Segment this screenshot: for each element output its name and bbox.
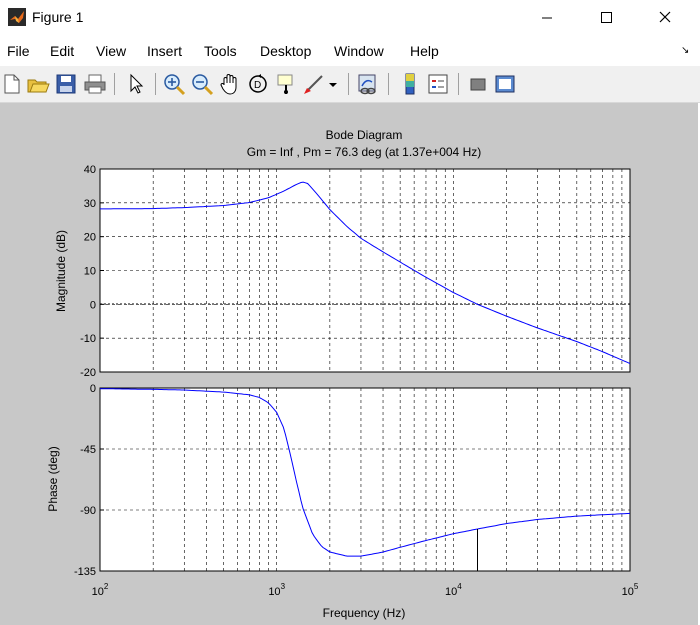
zoom-in-icon[interactable] [162, 72, 186, 96]
close-icon [659, 11, 671, 23]
close-button[interactable] [642, 0, 688, 36]
y-tick-label: 10 [84, 266, 96, 278]
chart-subtitle: Gm = Inf , Pm = 76.3 deg (at 1.37e+004 H… [247, 145, 481, 159]
new-figure-icon[interactable] [0, 72, 24, 96]
pointer-icon[interactable] [124, 72, 148, 96]
phase-ylabel: Phase (deg) [46, 446, 60, 511]
magnitude-series-line [100, 181, 631, 364]
y-tick-label: -45 [80, 444, 96, 456]
x-tick-label: 102 [92, 582, 109, 598]
x-tick-label: 103 [268, 582, 285, 598]
pan-icon[interactable] [218, 72, 242, 96]
figure-canvas: Bode Diagram Gm = Inf , Pm = 76.3 deg (a… [0, 103, 700, 625]
matlab-logo-icon [8, 8, 26, 26]
menu-view[interactable]: View [96, 43, 127, 59]
menu-help[interactable]: Help [410, 43, 439, 59]
link-plot-icon[interactable] [356, 72, 380, 96]
y-tick-label: -20 [80, 367, 96, 379]
window-title: Figure 1 [32, 9, 84, 25]
open-file-icon[interactable] [26, 72, 50, 96]
data-cursor-icon[interactable] [274, 72, 298, 96]
brush-icon[interactable] [302, 72, 326, 96]
y-tick-label: 40 [84, 164, 96, 176]
minimize-button[interactable] [524, 0, 570, 36]
svg-text:D: D [254, 80, 261, 91]
bode-chart: Bode Diagram Gm = Inf , Pm = 76.3 deg (a… [46, 128, 639, 620]
menu-bar: File Edit View Insert Tools Desktop Wind… [0, 40, 700, 64]
y-tick-label: 20 [84, 232, 96, 244]
phase-grid [100, 388, 630, 571]
zoom-out-icon[interactable] [190, 72, 214, 96]
brush-dropdown-icon[interactable] [326, 72, 340, 96]
y-tick-label: 0 [90, 383, 96, 395]
x-tick-label: 104 [445, 582, 462, 598]
magnitude-ylabel: Magnitude (dB) [54, 230, 68, 312]
menu-file[interactable]: File [7, 43, 30, 59]
y-tick-label: 0 [90, 299, 96, 311]
magnitude-y-ticks: 40 30 20 10 0 -10 -20 [80, 164, 104, 379]
menu-edit[interactable]: Edit [50, 43, 75, 59]
y-tick-label: -135 [74, 566, 96, 578]
phase-axes: 0 -45 -90 -135 Phase (deg) [46, 383, 631, 578]
figure-toolbar: D [0, 66, 700, 103]
menu-dock-arrow-icon[interactable]: ↘ [681, 45, 690, 56]
rotate-3d-icon[interactable]: D [246, 72, 270, 96]
menu-insert[interactable]: Insert [147, 43, 183, 59]
menu-tools[interactable]: Tools [204, 43, 237, 59]
minimize-icon [542, 17, 552, 19]
x-tick-label: 105 [622, 582, 639, 598]
print-icon[interactable] [83, 72, 107, 96]
x-tick-labels: 102 103 104 105 [92, 582, 639, 598]
x-axis-label: Frequency (Hz) [323, 606, 406, 620]
colorbar-icon[interactable] [398, 72, 422, 96]
chart-title: Bode Diagram [326, 128, 403, 142]
menu-desktop[interactable]: Desktop [260, 43, 312, 59]
y-tick-label: 30 [84, 198, 96, 210]
y-tick-label: -10 [80, 333, 96, 345]
legend-icon[interactable] [426, 72, 450, 96]
phase-y-ticks: 0 -45 -90 -135 [74, 383, 104, 578]
y-tick-label: -90 [80, 505, 96, 517]
magnitude-axes: 40 30 20 10 0 -10 -20 Magnitude (dB) [54, 164, 631, 379]
show-plot-tools-icon[interactable] [493, 72, 517, 96]
phase-series-line [100, 388, 631, 557]
title-bar: Figure 1 [0, 0, 700, 36]
save-icon[interactable] [54, 72, 78, 96]
hide-plot-tools-icon[interactable] [466, 72, 490, 96]
menu-window[interactable]: Window [334, 43, 384, 59]
maximize-icon [601, 12, 612, 23]
maximize-button[interactable] [584, 0, 630, 36]
